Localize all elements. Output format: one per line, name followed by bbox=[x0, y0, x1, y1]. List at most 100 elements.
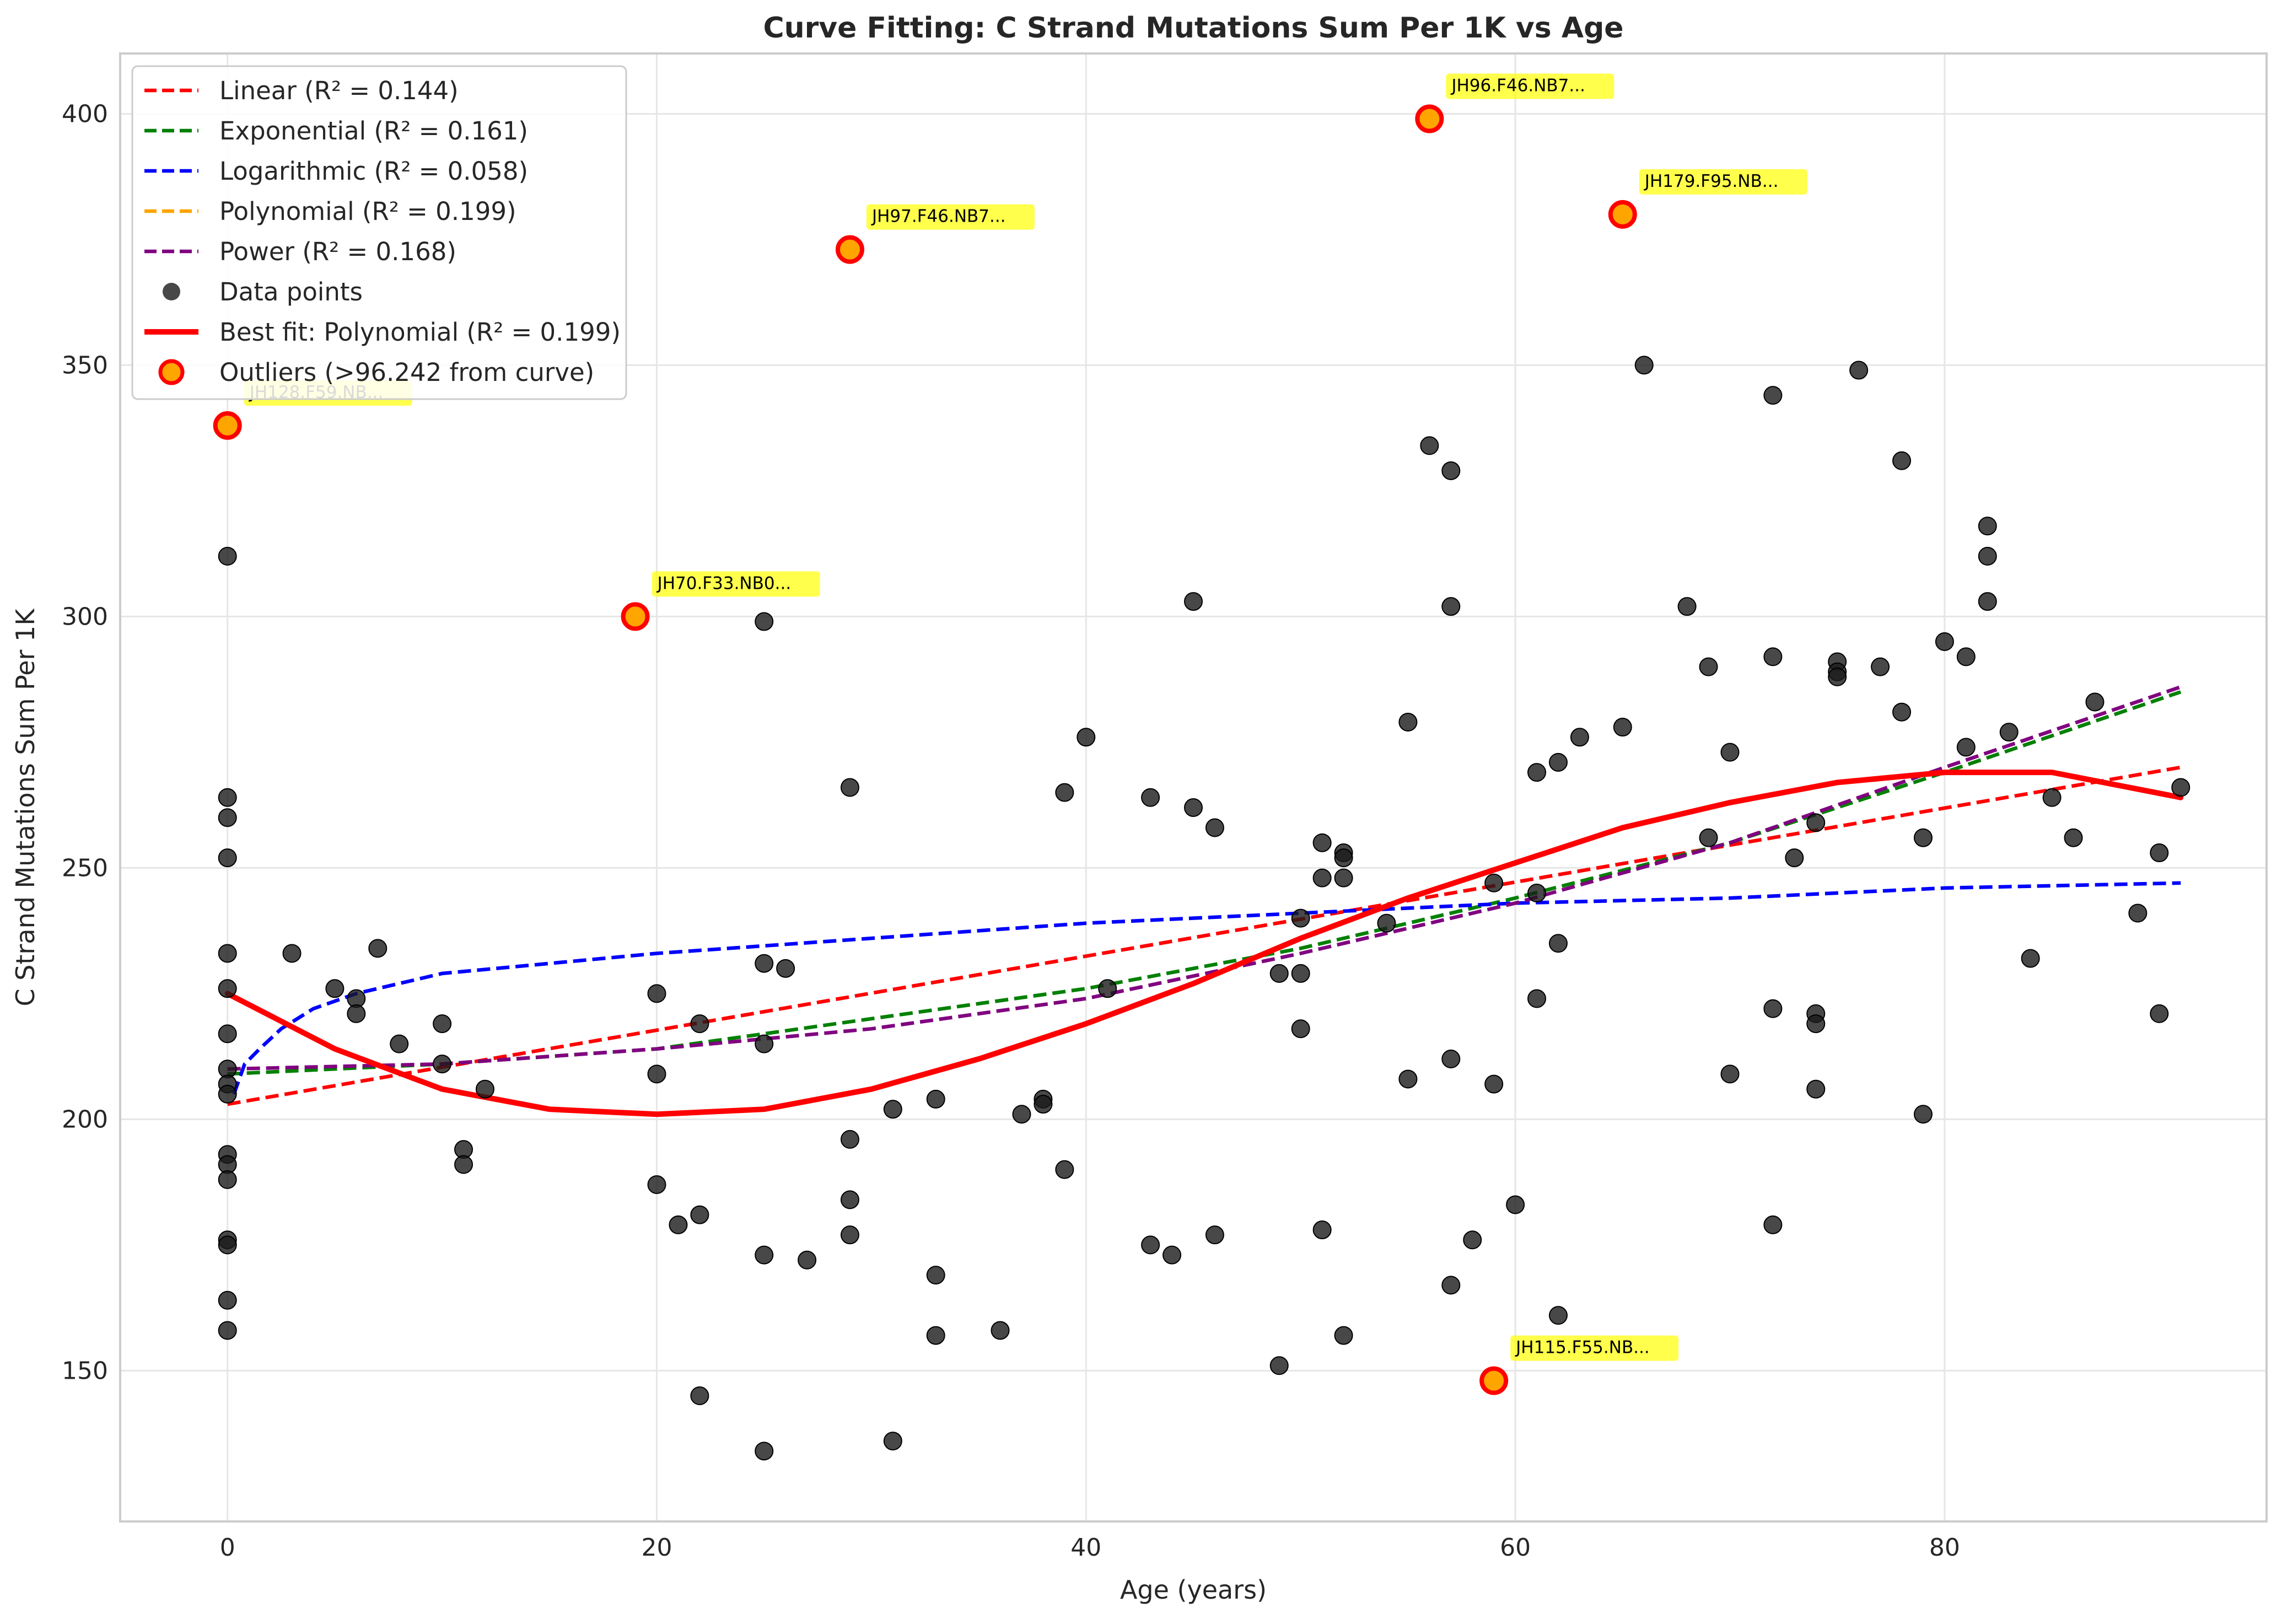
data-point bbox=[2064, 828, 2083, 847]
y-tick-label: 300 bbox=[62, 603, 108, 631]
fit-curve-0 bbox=[227, 765, 2181, 1106]
data-point bbox=[2042, 788, 2062, 807]
legend-swatch bbox=[158, 359, 185, 385]
data-point bbox=[1763, 386, 1783, 405]
data-point bbox=[347, 1004, 366, 1023]
data-point bbox=[1334, 1326, 1353, 1345]
data-point bbox=[883, 1432, 902, 1451]
legend: Linear (R² = 0.144) Exponential (R² = 0.1… bbox=[131, 65, 627, 400]
data-point bbox=[1398, 1069, 1418, 1089]
data-point bbox=[218, 1235, 237, 1255]
data-point bbox=[1806, 1014, 1826, 1034]
outlier-point bbox=[1608, 200, 1637, 229]
legend-entry-label: Outliers (>96.242 from curve) bbox=[219, 358, 594, 387]
data-point bbox=[1548, 752, 1568, 772]
data-point bbox=[1441, 461, 1461, 480]
y-tick-label: 350 bbox=[62, 351, 108, 379]
data-point bbox=[368, 939, 387, 958]
data-point bbox=[1184, 798, 1203, 817]
data-point bbox=[1527, 989, 1547, 1008]
data-point bbox=[1334, 848, 1353, 868]
data-point bbox=[2085, 692, 2105, 712]
data-point bbox=[1806, 1079, 1826, 1099]
data-point bbox=[926, 1266, 945, 1285]
chart-title: Curve Fitting: C Strand Mutations Sum Pe… bbox=[763, 12, 1623, 45]
legend-entry-label: Logarithmic (R² = 0.058) bbox=[219, 157, 528, 186]
outlier-label-box bbox=[1639, 169, 1807, 195]
data-point bbox=[1506, 1195, 1525, 1214]
data-point bbox=[1034, 1095, 1053, 1114]
data-point bbox=[2021, 949, 2040, 968]
y-tick-label: 400 bbox=[62, 100, 108, 128]
outlier-label: JH115.F55.NB... bbox=[1515, 1338, 1650, 1358]
data-point bbox=[218, 1170, 237, 1189]
data-point bbox=[1570, 728, 1589, 747]
x-tick-label: 40 bbox=[1070, 1534, 1101, 1562]
data-point bbox=[1055, 783, 1074, 802]
data-point bbox=[840, 1130, 859, 1149]
legend-entry-label: Power (R² = 0.168) bbox=[219, 237, 456, 266]
data-point bbox=[218, 1084, 237, 1104]
y-axis-label: C Strand Mutations Sum Per 1K bbox=[10, 608, 40, 1007]
data-point bbox=[1763, 1215, 1783, 1234]
data-point bbox=[1334, 868, 1353, 888]
data-point bbox=[1892, 702, 1912, 722]
data-point bbox=[1999, 723, 2019, 742]
data-point bbox=[1527, 763, 1547, 782]
data-point bbox=[1269, 1356, 1289, 1375]
data-point bbox=[218, 808, 237, 827]
data-point bbox=[1098, 979, 1117, 998]
data-point bbox=[1720, 743, 1740, 762]
fit-curve-2 bbox=[232, 881, 2181, 1095]
grid-lines bbox=[120, 53, 2267, 1521]
data-point bbox=[1420, 436, 1439, 455]
data-point bbox=[776, 959, 795, 978]
data-point bbox=[647, 984, 666, 1003]
data-point bbox=[433, 1055, 452, 1074]
data-point bbox=[475, 1079, 494, 1099]
data-point bbox=[1978, 517, 1997, 536]
data-point bbox=[218, 1290, 237, 1310]
data-point bbox=[1312, 1220, 1332, 1240]
data-point bbox=[218, 546, 237, 566]
outlier-points: JH128.F59.NB...JH70.F33.NB0...JH97.F46.N… bbox=[213, 73, 1807, 1395]
y-tick-label: 250 bbox=[62, 854, 108, 882]
legend-entry-label: Data points bbox=[219, 277, 363, 306]
data-point bbox=[840, 1190, 859, 1209]
x-axis-label: Age (years) bbox=[1120, 1575, 1267, 1605]
fit-curve-5 bbox=[224, 770, 2184, 1117]
data-point bbox=[1441, 1276, 1461, 1295]
data-point bbox=[1184, 592, 1203, 611]
data-point bbox=[1763, 999, 1783, 1018]
data-point bbox=[1291, 1019, 1310, 1039]
data-point bbox=[1484, 1074, 1504, 1094]
data-point bbox=[1720, 1064, 1740, 1084]
data-point bbox=[1012, 1105, 1031, 1124]
data-point bbox=[1312, 868, 1332, 888]
legend-entry-label: Polynomial (R² = 0.199) bbox=[219, 197, 516, 226]
data-point bbox=[218, 848, 237, 868]
data-point bbox=[1849, 361, 1869, 380]
fit-curve-1 bbox=[227, 690, 2182, 1076]
x-tick-label: 20 bbox=[642, 1534, 672, 1562]
plot-area-frame bbox=[119, 52, 2268, 1523]
data-point bbox=[755, 954, 774, 973]
data-point bbox=[218, 1024, 237, 1044]
fit-curve-4 bbox=[227, 685, 2182, 1071]
data-point bbox=[1871, 657, 1890, 676]
data-point bbox=[218, 1321, 237, 1340]
data-point bbox=[1785, 848, 1804, 868]
data-point bbox=[926, 1326, 945, 1345]
data-point bbox=[1634, 356, 1654, 375]
data-point bbox=[1548, 934, 1568, 953]
data-point bbox=[218, 788, 237, 807]
axis-ticks: 0 20 40 60 80 150 200 250 300 350 400 bbox=[62, 100, 1960, 1562]
x-tick-label: 60 bbox=[1500, 1534, 1531, 1562]
data-point bbox=[840, 1225, 859, 1245]
data-points bbox=[218, 356, 2190, 1461]
data-point bbox=[433, 1014, 452, 1034]
data-point bbox=[1935, 632, 1954, 652]
data-point bbox=[1441, 597, 1461, 616]
